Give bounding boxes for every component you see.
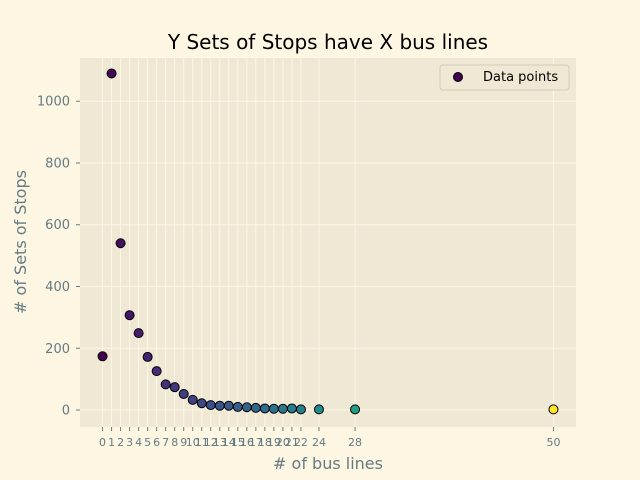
x-tick-label: 28 (348, 436, 362, 449)
data-point (178, 388, 189, 399)
y-axis-ticks: 0 200 400 600 800 1000 (37, 95, 80, 419)
data-point (115, 238, 126, 249)
data-point (214, 400, 225, 411)
x-tick-label: 10 (186, 436, 200, 449)
data-point (268, 403, 279, 414)
y-tick-label: 200 (45, 342, 70, 357)
x-tick-label: 12 (204, 436, 218, 449)
y-axis-label: # of Sets of Stops (11, 170, 30, 314)
x-tick-label: 1 (108, 436, 115, 449)
x-tick-label: 16 (240, 436, 254, 449)
y-tick-label: 400 (45, 280, 70, 295)
data-point (142, 351, 153, 362)
x-tick-label: 9 (180, 436, 187, 449)
x-tick-label: 3 (126, 436, 133, 449)
data-point (250, 402, 261, 413)
x-tick-label: 24 (312, 436, 326, 449)
data-point (151, 366, 162, 377)
data-point (97, 351, 108, 362)
data-point (133, 328, 144, 339)
y-tick-label: 0 (62, 404, 70, 419)
data-point (313, 404, 324, 415)
data-point (259, 403, 270, 414)
plot-area (80, 58, 576, 427)
x-tick-label: 18 (258, 436, 272, 449)
x-tick-label: 15 (231, 436, 245, 449)
data-point (160, 379, 171, 390)
data-point (548, 404, 559, 415)
x-tick-label: 4 (135, 436, 142, 449)
data-point (106, 68, 117, 79)
x-tick-label: 21 (285, 436, 299, 449)
y-tick-label: 800 (45, 156, 70, 171)
data-point (124, 310, 135, 321)
data-point (350, 404, 361, 415)
x-tick-label: 0 (99, 436, 106, 449)
data-point (223, 400, 234, 411)
x-tick-label: 17 (249, 436, 263, 449)
x-tick-label: 50 (546, 436, 560, 449)
x-axis-label: # of bus lines (273, 454, 383, 473)
x-tick-label: 6 (153, 436, 160, 449)
x-tick-label: 2 (117, 436, 124, 449)
x-tick-label: 20 (276, 436, 290, 449)
data-points (97, 68, 559, 415)
data-point (241, 402, 252, 413)
legend: Data points (439, 64, 570, 91)
x-tick-label: 22 (294, 436, 308, 449)
data-point (196, 398, 207, 409)
legend-marker (453, 72, 463, 82)
y-tick-label: 1000 (37, 95, 70, 110)
data-point (187, 394, 198, 405)
y-tick-label: 600 (45, 218, 70, 233)
data-point (169, 382, 180, 393)
x-tick-label: 5 (144, 436, 151, 449)
data-point (232, 401, 243, 412)
data-point (295, 404, 306, 415)
legend-box (439, 64, 570, 91)
x-tick-label: 7 (162, 436, 169, 449)
data-point (205, 400, 216, 411)
x-tick-label: 11 (195, 436, 209, 449)
data-point (277, 403, 288, 414)
legend-label: Data points (483, 70, 558, 85)
data-point (286, 403, 297, 414)
x-tick-label: 13 (213, 436, 227, 449)
x-tick-label: 14 (222, 436, 236, 449)
grid (80, 58, 576, 427)
x-tick-label: 19 (267, 436, 281, 449)
x-tick-label: 8 (171, 436, 178, 449)
chart-title: Y Sets of Stops have X bus lines (167, 30, 488, 54)
